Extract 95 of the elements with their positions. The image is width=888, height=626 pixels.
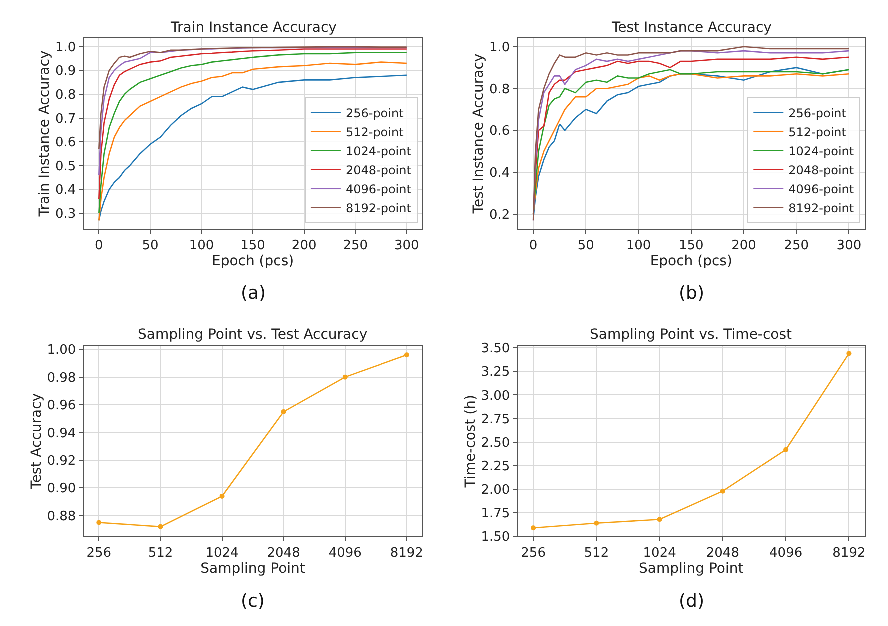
legend-label: 256-point (788, 106, 847, 120)
x-tick-label: 256 (86, 546, 112, 562)
y-tick-label: 3.00 (481, 388, 510, 404)
y-tick-label: 2.00 (481, 483, 510, 498)
y-tick-label: 0.90 (47, 482, 76, 497)
y-tick-label: 3.25 (481, 365, 510, 380)
x-tick-label: 0 (95, 238, 104, 254)
x-tick-label: 1024 (206, 546, 239, 562)
point (657, 517, 662, 522)
y-tick-label: 0.98 (47, 370, 76, 386)
y-tick-label: 0.94 (47, 426, 76, 442)
chart-title: Test Instance Accuracy (611, 20, 772, 36)
y-tick-label: 1.00 (47, 343, 76, 358)
x-tick-label: 2048 (267, 546, 300, 562)
x-tick-label: 250 (784, 238, 810, 254)
y-tick-label: 0.4 (489, 166, 510, 181)
y-axis-title: Time-cost (h) (462, 395, 479, 489)
x-tick-label: 8192 (390, 546, 424, 562)
x-tick-label: 50 (578, 238, 594, 254)
y-axis-title: Test Instance Accuracy (471, 54, 488, 215)
legend-label: 8192-point (346, 201, 412, 216)
legend-label: 512-point (788, 125, 847, 140)
x-tick-label: 512 (584, 546, 610, 562)
x-tick-label: 100 (189, 238, 214, 254)
y-tick-label: 3.50 (481, 342, 510, 357)
y-tick-label: 1.0 (55, 40, 76, 56)
x-tick-label: 50 (142, 238, 159, 254)
point (281, 409, 286, 414)
text: (b) (679, 283, 704, 304)
y-tick-label: 2.75 (481, 412, 510, 428)
x-axis-title: Sampling Point (639, 561, 744, 578)
x-tick-label: 300 (394, 238, 420, 254)
x-tick-label: 150 (678, 238, 704, 254)
point (784, 447, 789, 452)
text: (d) (679, 591, 704, 612)
point (404, 352, 410, 358)
x-axis-title: Sampling Point (200, 561, 306, 578)
y-tick-label: 0.7 (55, 112, 76, 127)
text: (c) (241, 591, 265, 612)
point (220, 494, 225, 499)
x-tick-label: 200 (292, 238, 317, 254)
legend-label: 4096-point (346, 182, 412, 196)
x-tick-label: 8192 (832, 546, 866, 562)
x-tick-label: 1024 (643, 546, 676, 562)
y-tick-label: 1.0 (489, 40, 510, 56)
x-tick-label: 100 (626, 238, 652, 254)
text: (a) (241, 283, 266, 304)
x-tick-label: 250 (343, 238, 368, 254)
y-tick-label: 2.25 (481, 459, 510, 474)
legend-label: 256-point (346, 106, 404, 120)
legend-label: 512-point (346, 125, 404, 140)
x-tick-label: 300 (836, 238, 862, 254)
x-tick-label: 2048 (706, 546, 740, 562)
legend-label: 8192-point (788, 201, 854, 216)
point (531, 526, 536, 531)
chart-title: Train Instance Accuracy (170, 20, 337, 36)
x-tick-label: 0 (529, 238, 538, 254)
y-axis-title: Train Instance Accuracy (37, 50, 54, 218)
y-tick-label: 0.8 (489, 82, 510, 98)
point (96, 520, 102, 526)
point (158, 524, 164, 530)
x-tick-label: 150 (240, 238, 266, 254)
y-tick-label: 0.6 (489, 124, 510, 140)
y-tick-label: 0.88 (47, 509, 76, 524)
legend-label: 1024-point (346, 144, 412, 158)
point (342, 374, 348, 380)
x-tick-label: 256 (521, 546, 546, 562)
x-axis-title: Epoch (pcs) (650, 254, 732, 270)
point (720, 488, 726, 494)
y-tick-label: 0.2 (489, 208, 510, 223)
point (594, 520, 600, 526)
x-tick-label: 4096 (770, 546, 803, 562)
y-tick-label: 2.50 (481, 436, 510, 451)
chart-title: Sampling Point vs. Time-cost (590, 327, 793, 343)
y-tick-label: 0.5 (55, 159, 76, 174)
y-tick-label: 1.75 (481, 506, 510, 522)
y-tick-label: 0.8 (55, 88, 76, 103)
y-tick-label: 0.96 (47, 398, 76, 414)
x-axis-title: Epoch (pcs) (212, 254, 294, 270)
legend-label: 4096-point (788, 182, 854, 196)
y-tick-label: 0.4 (55, 183, 76, 198)
y-tick-label: 0.6 (55, 136, 76, 151)
y-tick-label: 0.92 (47, 454, 76, 469)
legend-label: 1024-point (788, 144, 854, 158)
y-tick-label: 0.9 (55, 64, 76, 80)
point (846, 351, 852, 356)
chart-title: Sampling Point vs. Test Accuracy (138, 327, 368, 343)
y-tick-label: 0.3 (55, 207, 76, 222)
legend-label: 2048-point (346, 163, 412, 178)
x-tick-label: 200 (732, 238, 756, 254)
x-tick-label: 512 (148, 546, 174, 562)
y-tick-label: 1.50 (481, 530, 510, 546)
x-tick-label: 4096 (328, 546, 362, 562)
legend-label: 2048-point (788, 163, 854, 178)
y-axis-title: Test Accuracy (28, 393, 45, 490)
